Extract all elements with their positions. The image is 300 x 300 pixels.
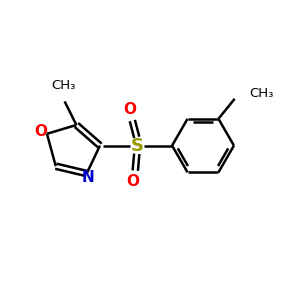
Text: O: O	[126, 174, 139, 189]
Text: CH₃: CH₃	[51, 79, 75, 92]
Text: S: S	[130, 136, 143, 154]
Text: O: O	[123, 102, 136, 117]
Text: O: O	[34, 124, 47, 139]
Text: N: N	[82, 170, 94, 185]
Text: CH₃: CH₃	[249, 87, 274, 100]
